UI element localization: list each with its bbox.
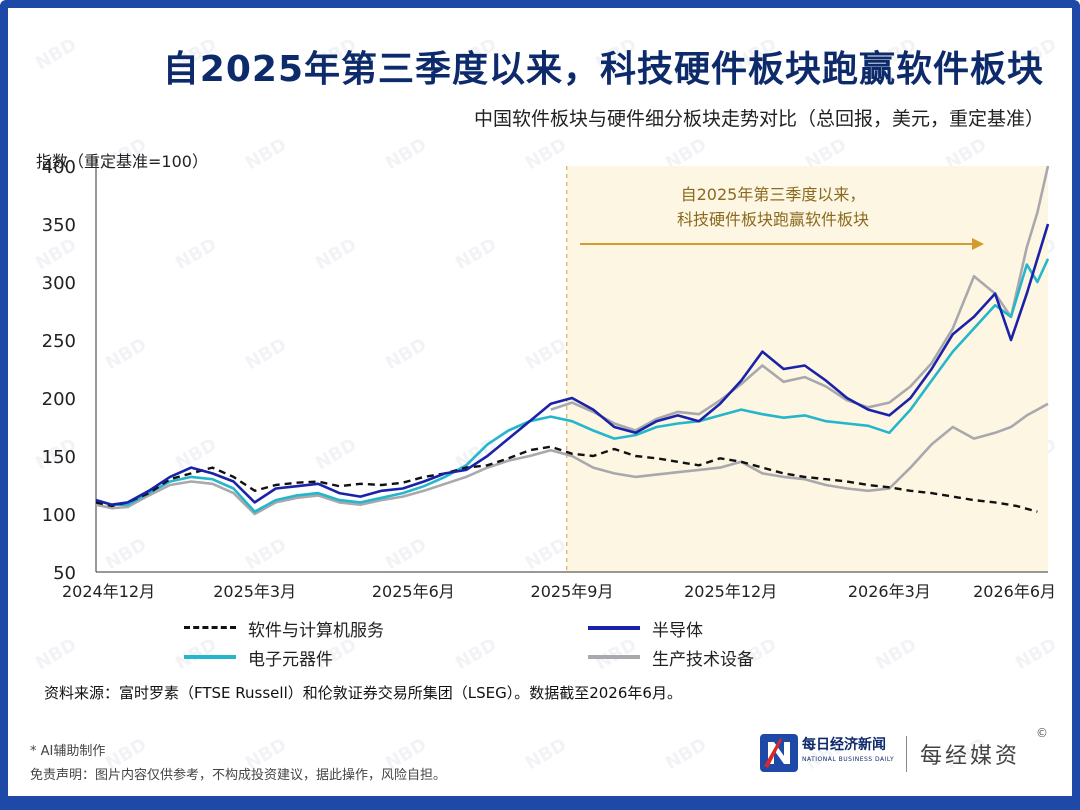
copyright-mark: © xyxy=(1036,726,1048,740)
y-tick-label: 200 xyxy=(42,389,76,410)
x-tick-label: 2025年12月 xyxy=(684,582,777,601)
legend-swatch-semiconductor xyxy=(588,626,640,630)
brand-block: 每日经济新闻 NATIONAL BUSINESS DAILY 每经媒资 © xyxy=(760,726,1050,780)
x-tick-label: 2026年6月 xyxy=(973,582,1056,601)
legend-label-semiconductor: 半导体 xyxy=(652,621,703,641)
y-tick-label: 250 xyxy=(42,331,76,352)
ai-note: * AI辅助制作 xyxy=(30,744,106,759)
series-line-3 xyxy=(95,402,1049,516)
x-tick-label: 2025年9月 xyxy=(531,582,614,601)
source-note: 资料来源：富时罗素（FTSE Russell）和伦敦证券交易所集团（LSEG）。… xyxy=(44,684,682,702)
annotation-text-line: 科技硬件板块跑赢软件板块 xyxy=(677,210,869,229)
x-tick-label: 2025年6月 xyxy=(372,582,455,601)
y-tick-label: 150 xyxy=(42,447,76,468)
disclaimer: 免责声明：图片内容仅供参考，不构成投资建议，据此操作，风险自担。 xyxy=(30,768,447,783)
annotation-arrow-head xyxy=(972,238,984,250)
x-tick-label: 2026年3月 xyxy=(848,582,931,601)
series-line-0 xyxy=(95,445,1038,513)
y-axis-label: 指数（重定基准=100） xyxy=(36,152,208,171)
chart-subtitle: 中国软件板块与硬件细分板块走势对比（总回报，美元，重定基准） xyxy=(473,108,1044,130)
bottom-bar xyxy=(0,796,1080,810)
legend-swatch-production-equipment xyxy=(588,655,640,659)
annotation-text-line: 自2025年第三季度以来， xyxy=(681,185,866,204)
legend-swatch-electronic-components xyxy=(184,655,236,659)
x-tick-label: 2025年3月 xyxy=(213,582,296,601)
y-tick-label: 50 xyxy=(53,563,76,584)
brand-divider xyxy=(906,736,907,772)
series-line-2 xyxy=(95,258,1050,514)
nbd-logo-icon xyxy=(760,734,798,772)
brand-logo-subtext: NATIONAL BUSINESS DAILY xyxy=(802,756,895,763)
legend-swatch-software xyxy=(184,626,236,629)
y-tick-label: 350 xyxy=(42,215,76,236)
legend-label-production-equipment: 生产技术设备 xyxy=(652,650,754,670)
y-tick-label: 400 xyxy=(42,157,76,178)
y-tick-label: 100 xyxy=(42,505,76,526)
brand-logo-text: 每日经济新闻 xyxy=(802,737,886,753)
chart-title: 自2025年第三季度以来，科技硬件板块跑赢软件板块 xyxy=(162,49,1044,90)
highlight-region xyxy=(566,166,1048,572)
y-tick-label: 300 xyxy=(42,273,76,294)
brand-name: 每经媒资 xyxy=(920,744,1021,769)
series-line-1 xyxy=(95,223,1050,507)
series-line-4 xyxy=(550,165,1050,432)
legend-label-software: 软件与计算机服务 xyxy=(248,621,384,641)
x-tick-label: 2024年12月 xyxy=(62,582,155,601)
legend-label-electronic-components: 电子元器件 xyxy=(248,650,333,670)
